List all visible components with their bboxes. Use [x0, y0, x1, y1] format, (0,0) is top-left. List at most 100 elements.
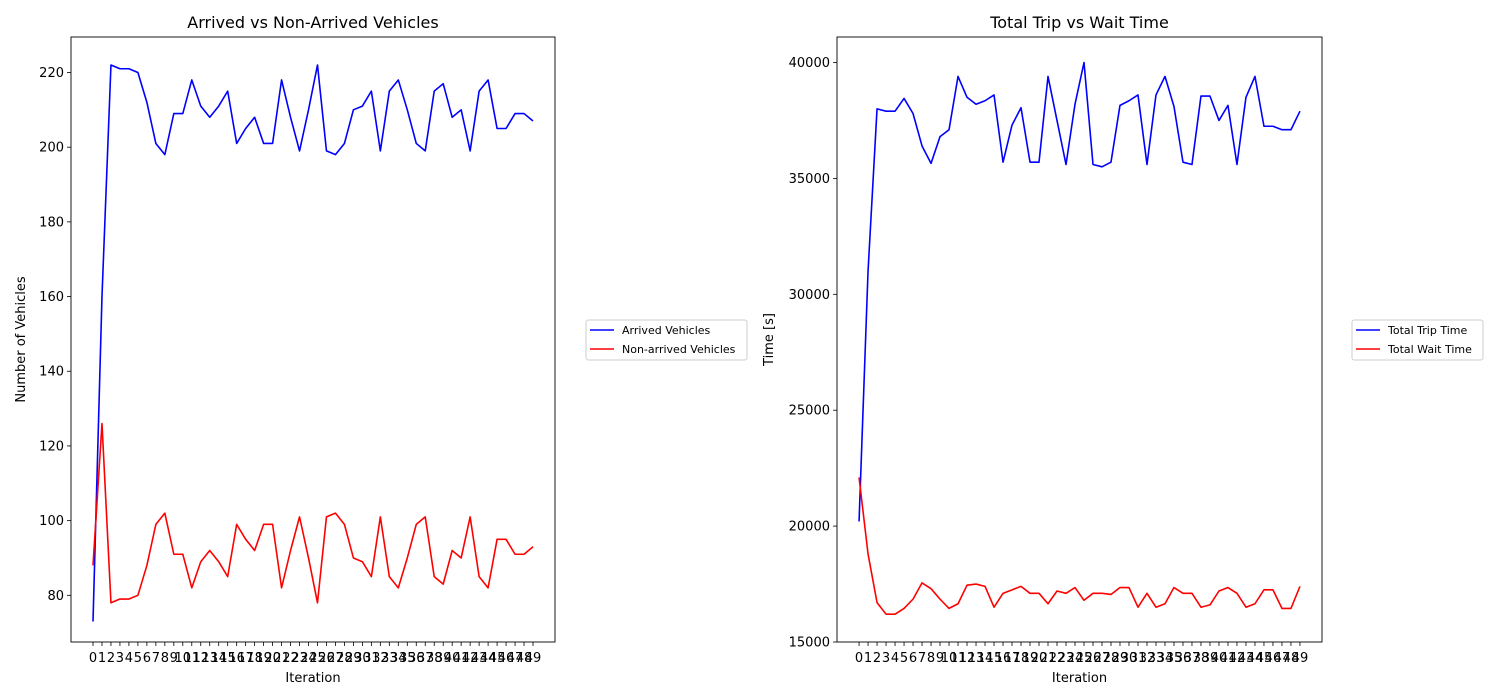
x-tick-label: 18 — [246, 651, 263, 666]
x-tick-label: 28 — [336, 651, 353, 666]
x-tick-label: 41 — [453, 651, 470, 666]
x-tick-label: 31 — [1130, 651, 1147, 666]
x-tick-label: 2 — [107, 651, 115, 666]
x-tick-label: 8 — [927, 651, 935, 666]
x-tick-label: 49 — [525, 651, 542, 666]
y-tick-label: 25000 — [789, 404, 830, 419]
x-tick-label: 43 — [1238, 651, 1255, 666]
y-axis-label: Time [s] — [762, 313, 777, 367]
x-tick-label: 48 — [516, 651, 533, 666]
x-tick-label: 39 — [1202, 651, 1219, 666]
x-tick-label: 1 — [864, 651, 872, 666]
x-tick-label: 47 — [1274, 651, 1291, 666]
x-tick-label: 49 — [1292, 651, 1309, 666]
y-tick-label: 30000 — [789, 288, 830, 303]
x-tick-label: 46 — [498, 651, 515, 666]
x-tick-label: 14 — [210, 651, 227, 666]
y-tick-label: 15000 — [789, 636, 830, 651]
x-tick-label: 33 — [1148, 651, 1165, 666]
x-tick-label: 16 — [228, 651, 245, 666]
legend-label: Arrived Vehicles — [622, 324, 711, 337]
chart-title: Total Trip vs Wait Time — [989, 13, 1169, 32]
x-tick-label: 36 — [408, 651, 425, 666]
x-tick-label: 7 — [152, 651, 160, 666]
x-tick-label: 16 — [995, 651, 1012, 666]
x-tick-label: 36 — [1175, 651, 1192, 666]
x-tick-label: 47 — [507, 651, 524, 666]
y-tick-label: 160 — [39, 290, 64, 305]
y-tick-label: 100 — [39, 514, 64, 529]
x-tick-label: 13 — [201, 651, 218, 666]
x-tick-label: 22 — [1049, 651, 1066, 666]
x-tick-label: 38 — [1193, 651, 1210, 666]
x-tick-label: 32 — [1139, 651, 1156, 666]
x-tick-label: 13 — [968, 651, 985, 666]
y-tick-label: 35000 — [789, 172, 830, 187]
x-axis-label: Iteration — [1052, 671, 1107, 686]
x-tick-label: 27 — [327, 651, 344, 666]
y-tick-label: 220 — [39, 66, 64, 81]
x-tick-label: 3 — [116, 651, 124, 666]
y-axis-label: Number of Vehicles — [14, 276, 29, 403]
x-tick-label: 8 — [161, 651, 169, 666]
x-tick-label: 2 — [873, 651, 881, 666]
x-tick-label: 23 — [291, 651, 308, 666]
x-tick-label: 48 — [1283, 651, 1300, 666]
x-tick-label: 6 — [143, 651, 151, 666]
x-tick-label: 30 — [1121, 651, 1138, 666]
x-tick-label: 0 — [89, 651, 97, 666]
x-tick-label: 34 — [1157, 651, 1174, 666]
x-tick-label: 38 — [426, 651, 443, 666]
plot-frame — [70, 36, 556, 643]
x-axis-label: Iteration — [285, 671, 340, 686]
x-tick-label: 31 — [363, 651, 380, 666]
x-tick-label: 37 — [417, 651, 434, 666]
x-tick-label: 17 — [237, 651, 254, 666]
x-tick-label: 19 — [1022, 651, 1039, 666]
y-tick-label: 40000 — [789, 56, 830, 71]
legend-label: Total Trip Time — [1387, 324, 1467, 337]
legend-box — [585, 319, 748, 361]
x-tick-label: 37 — [1184, 651, 1201, 666]
series-line-1 — [858, 61, 1301, 522]
x-tick-label: 26 — [318, 651, 335, 666]
x-tick-label: 40 — [444, 651, 461, 666]
x-tick-label: 9 — [936, 651, 944, 666]
x-tick-label: 12 — [959, 651, 976, 666]
x-tick-label: 25 — [1076, 651, 1093, 666]
x-tick-label: 44 — [1247, 651, 1264, 666]
x-tick-label: 28 — [1103, 651, 1120, 666]
x-tick-label: 39 — [435, 651, 452, 666]
x-tick-label: 42 — [1229, 651, 1246, 666]
y-tick-label: 180 — [39, 215, 64, 230]
legend-label: Non-arrived Vehicles — [622, 343, 736, 356]
x-tick-label: 20 — [1031, 651, 1048, 666]
x-tick-label: 20 — [264, 651, 281, 666]
x-tick-label: 9 — [170, 651, 178, 666]
x-tick-label: 29 — [1112, 651, 1129, 666]
x-tick-label: 35 — [399, 651, 416, 666]
x-tick-label: 45 — [1256, 651, 1273, 666]
x-tick-label: 25 — [309, 651, 326, 666]
x-tick-label: 24 — [1067, 651, 1084, 666]
x-tick-label: 5 — [900, 651, 908, 666]
series-line-2 — [92, 422, 534, 604]
x-tick-label: 19 — [255, 651, 272, 666]
x-tick-label: 1 — [98, 651, 106, 666]
x-tick-label: 15 — [219, 651, 236, 666]
x-tick-label: 40 — [1211, 651, 1228, 666]
x-tick-label: 14 — [977, 651, 994, 666]
y-tick-label: 200 — [39, 141, 64, 156]
y-tick-label: 120 — [39, 439, 64, 454]
series-line-1 — [92, 64, 534, 622]
x-tick-label: 0 — [855, 651, 863, 666]
y-tick-label: 80 — [47, 589, 64, 604]
x-tick-label: 10 — [941, 651, 958, 666]
x-tick-label: 34 — [390, 651, 407, 666]
x-tick-label: 35 — [1166, 651, 1183, 666]
x-tick-label: 10 — [175, 651, 192, 666]
x-tick-label: 22 — [282, 651, 299, 666]
x-tick-label: 32 — [372, 651, 389, 666]
